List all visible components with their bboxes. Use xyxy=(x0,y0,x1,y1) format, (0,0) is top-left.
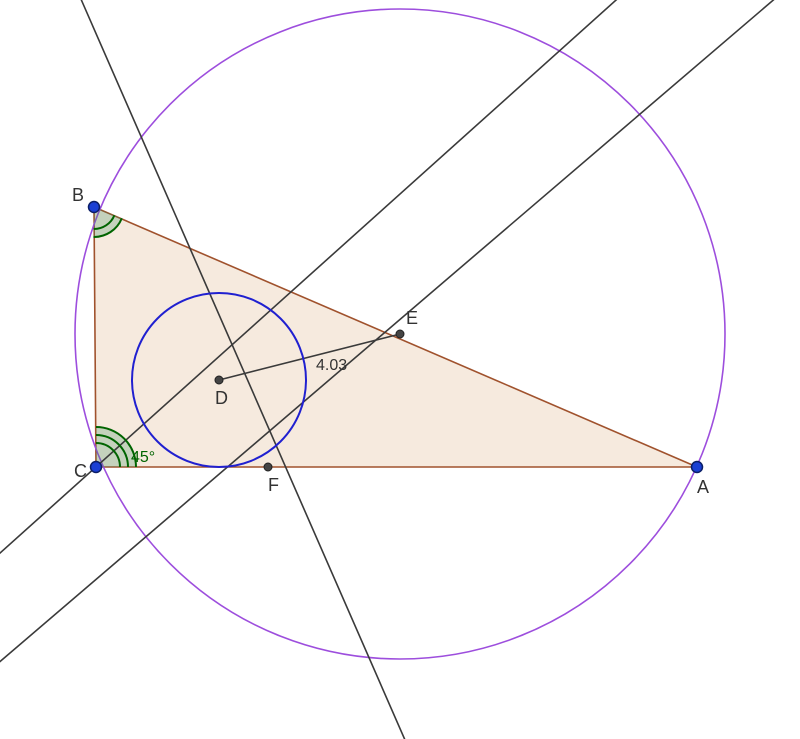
angle-c-label: 45° xyxy=(131,449,155,466)
label-point-e: E xyxy=(406,308,418,328)
geometry-diagram: A B C D E F 45° 4.03 xyxy=(0,0,800,739)
label-point-a: A xyxy=(697,477,709,497)
point-a xyxy=(692,462,703,473)
label-point-c: C xyxy=(74,461,87,481)
label-point-f: F xyxy=(268,475,279,495)
label-point-d: D xyxy=(215,388,228,408)
point-f xyxy=(264,463,272,471)
length-de-label: 4.03 xyxy=(316,357,347,374)
point-c xyxy=(91,462,102,473)
point-e xyxy=(396,330,404,338)
point-b xyxy=(89,202,100,213)
label-point-b: B xyxy=(72,185,84,205)
point-d xyxy=(215,376,223,384)
triangle-abc xyxy=(94,207,697,467)
